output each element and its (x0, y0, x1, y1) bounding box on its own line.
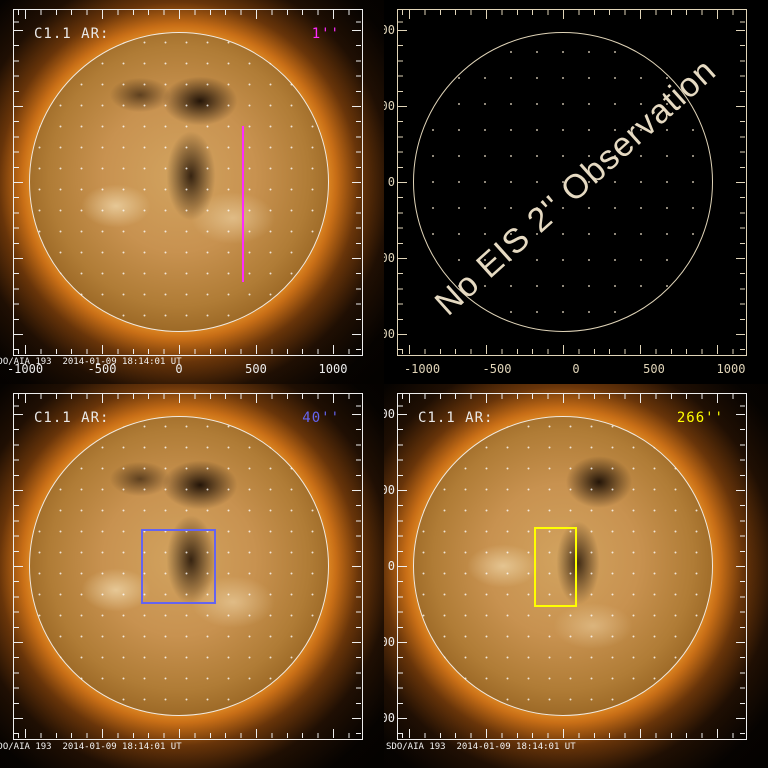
solar-grid-circle (413, 32, 713, 332)
x-tick-label: 0 (175, 362, 183, 376)
panel-slit-40arcsec: C1.1 AR: 40'' SDO/AIA 193 2014-01-09 18:… (0, 384, 384, 768)
tick-marks (736, 394, 745, 737)
x-tick-label: -1000 (6, 362, 44, 376)
tick-marks (398, 394, 407, 737)
eis-fov-40arcsec-box (141, 529, 216, 604)
x-tick-label: -1000 (403, 362, 441, 376)
y-tick-label: 0 (387, 175, 395, 189)
panel-slit-1arcsec: C1.1 AR: 1'' SDO/AIA 193 2014-01-09 18:1… (0, 0, 384, 384)
x-tick-label: 1000 (318, 362, 348, 376)
x-tick-label: -500 (482, 362, 512, 376)
eis-slit-1arcsec-marker (242, 126, 244, 282)
y-tick-label: 500 (384, 99, 395, 113)
panel-title: C1.1 AR: (34, 26, 110, 42)
tick-marks (14, 394, 360, 403)
x-tick-label: 500 (245, 362, 267, 376)
image-caption: SDO/AIA 193 2014-01-09 18:14:01 UT (0, 742, 182, 752)
y-tick-label: 1000 (384, 407, 395, 421)
panel-no-observation: No EIS 2'' Observation -1000 -500 0 500 … (384, 0, 768, 384)
tick-marks (398, 394, 744, 403)
y-tick-label: -500 (384, 251, 395, 265)
image-caption: SDO/AIA 193 2014-01-09 18:14:01 UT (0, 357, 182, 367)
image-caption: SDO/AIA 193 2014-01-09 18:14:01 UT (386, 742, 576, 752)
heliographic-dot-grid (414, 33, 712, 331)
panel-title: C1.1 AR: (34, 410, 110, 426)
eis-fov-266arcsec-box (534, 527, 577, 607)
y-tick-label: 500 (384, 483, 395, 497)
tick-marks (398, 345, 744, 354)
y-tick-label: 0 (387, 559, 395, 573)
plot-frame (397, 9, 747, 356)
x-tick-label: 500 (643, 362, 665, 376)
plot-frame (397, 393, 747, 740)
solar-limb-grid-overlay (29, 416, 329, 716)
panel-slit-266arcsec: C1.1 AR: 266'' SDO/AIA 193 2014-01-09 18… (384, 384, 768, 768)
slit-width-label: 1'' (311, 26, 340, 42)
x-tick-label: -500 (87, 362, 117, 376)
tick-marks (736, 10, 745, 353)
tick-marks (398, 10, 744, 19)
x-tick-label: 0 (572, 362, 580, 376)
y-tick-label: -1000 (384, 711, 395, 725)
panel-title: C1.1 AR: (418, 410, 494, 426)
tick-marks (398, 10, 407, 353)
tick-marks (14, 394, 23, 737)
plot-frame (13, 393, 363, 740)
tick-marks (352, 10, 361, 353)
y-tick-label: 1000 (384, 23, 395, 37)
slit-width-label: 266'' (676, 410, 724, 426)
plot-frame (13, 9, 363, 356)
tick-marks (14, 345, 360, 354)
tick-marks (398, 729, 744, 738)
x-tick-label: 1000 (716, 362, 746, 376)
y-tick-label: -500 (384, 635, 395, 649)
solar-limb-grid-overlay (413, 416, 713, 716)
solar-limb-grid-overlay (29, 32, 329, 332)
slit-width-label: 40'' (302, 410, 340, 426)
tick-marks (352, 394, 361, 737)
tick-marks (14, 10, 360, 19)
tick-marks (14, 729, 360, 738)
tick-marks (14, 10, 23, 353)
y-tick-label: -1000 (384, 327, 395, 341)
